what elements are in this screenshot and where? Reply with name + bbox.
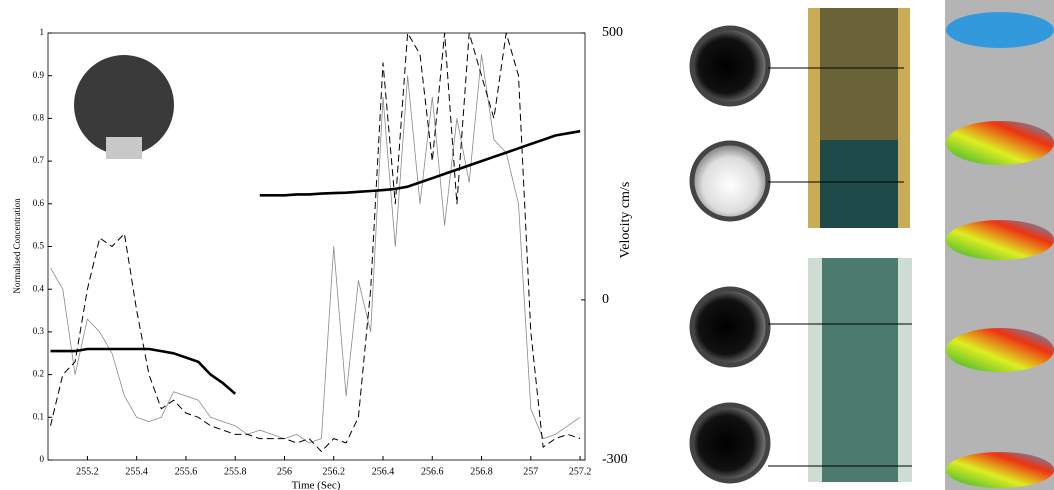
y-tick-label: 0.8	[33, 112, 45, 122]
3d-profiles	[945, 0, 1054, 490]
y-tick-label: 0.5	[33, 241, 45, 251]
y2-tick-label: -300	[602, 452, 628, 467]
y2-axis-label: Velocity cm/s	[618, 182, 633, 259]
x-axis-label: Time (Sec)	[292, 480, 341, 490]
x-tick-label: 256.2	[322, 466, 345, 477]
y-tick-label: 0.3	[33, 326, 45, 336]
y2-tick-label: 0	[602, 292, 609, 307]
y-tick-label: 0.9	[33, 70, 45, 80]
tomography-images	[689, 25, 771, 484]
inset-circle	[74, 55, 174, 159]
x-tick-label: 256.6	[421, 466, 444, 477]
y2-tick-label: 500	[602, 25, 623, 40]
series-line	[50, 54, 581, 444]
y-tick-label: 0.1	[33, 411, 44, 421]
plot: 0 0.1 0.2 0.3 0.4 0.5 0.6 0.7 0.8 0.9 1 -300 0 500 255…	[33, 25, 628, 477]
x-tick-label: 256	[277, 466, 292, 477]
series-line	[50, 129, 581, 395]
pipe-photos	[768, 8, 912, 482]
y-tick-label: 0.4	[33, 283, 45, 293]
y-tick-label: 0.6	[33, 198, 45, 208]
x-tick-label: 256.8	[470, 466, 493, 477]
x-tick-label: 255.6	[175, 466, 198, 477]
x-tick-label: 257.2	[569, 466, 592, 477]
x-tick-label: 255.8	[224, 466, 247, 477]
x-tick-label: 255.2	[76, 466, 99, 477]
y-tick-label: 1	[40, 27, 45, 37]
x-tick-label: 256.4	[372, 466, 395, 477]
y-tick-label: 0.7	[33, 155, 45, 165]
x-tick-label: 255.4	[125, 466, 148, 477]
y-tick-label: 0	[40, 454, 45, 464]
y-axis-label: Normalised Concentration	[12, 198, 22, 294]
x-tick-label: 257	[523, 466, 538, 477]
y-tick-label: 0.2	[33, 369, 44, 379]
